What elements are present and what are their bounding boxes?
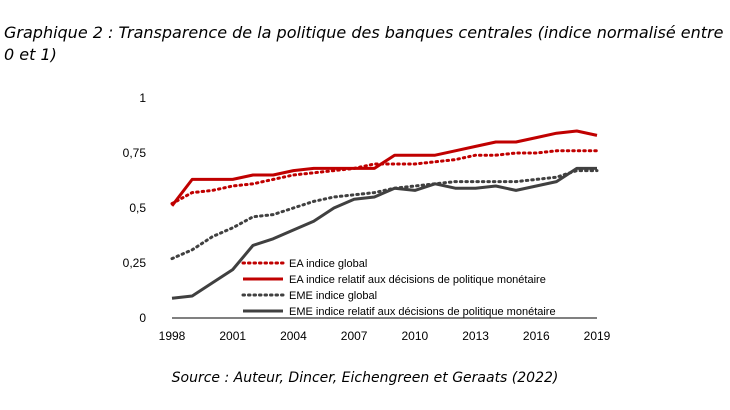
legend-label: EA indice global <box>289 258 367 270</box>
x-tick-label: 2016 <box>523 329 550 343</box>
series-lines <box>170 129 599 300</box>
series-line-3 <box>170 169 599 261</box>
y-axis-ticks: 0 0,25 0,5 0,75 1 <box>123 91 147 325</box>
y-tick-label: 0,25 <box>123 256 147 270</box>
x-tick-label: 2010 <box>402 329 429 343</box>
figure-title: Graphique 2 : Transparence de la politiq… <box>4 23 724 64</box>
y-tick-label: 0,75 <box>123 146 147 160</box>
legend-label: EA indice relatif aux décisions de polit… <box>289 274 546 286</box>
x-tick-label: 2007 <box>341 329 368 343</box>
source-note: Source : Auteur, Dincer, Eichengreen et … <box>171 370 559 386</box>
y-tick-label: 0,5 <box>129 201 146 215</box>
y-tick-label: 0 <box>139 311 146 325</box>
x-tick-label: 2013 <box>462 329 489 343</box>
series-line-2 <box>170 129 598 207</box>
legend: EA indice global EA indice relatif aux dé… <box>241 258 556 318</box>
x-tick-label: 2004 <box>280 329 307 343</box>
x-tick-label: 1998 <box>159 329 186 343</box>
x-axis-ticks: 1998 2001 2004 2007 2010 2013 2016 2019 <box>159 329 611 343</box>
series-line-1 <box>170 149 599 206</box>
x-tick-label: 2019 <box>584 329 611 343</box>
legend-label: EME indice relatif aux décisions de poli… <box>289 306 556 318</box>
series-line-4 <box>171 166 597 300</box>
y-tick-label: 1 <box>139 91 146 105</box>
x-tick-label: 2001 <box>219 329 246 343</box>
legend-label: EME indice global <box>289 290 377 302</box>
